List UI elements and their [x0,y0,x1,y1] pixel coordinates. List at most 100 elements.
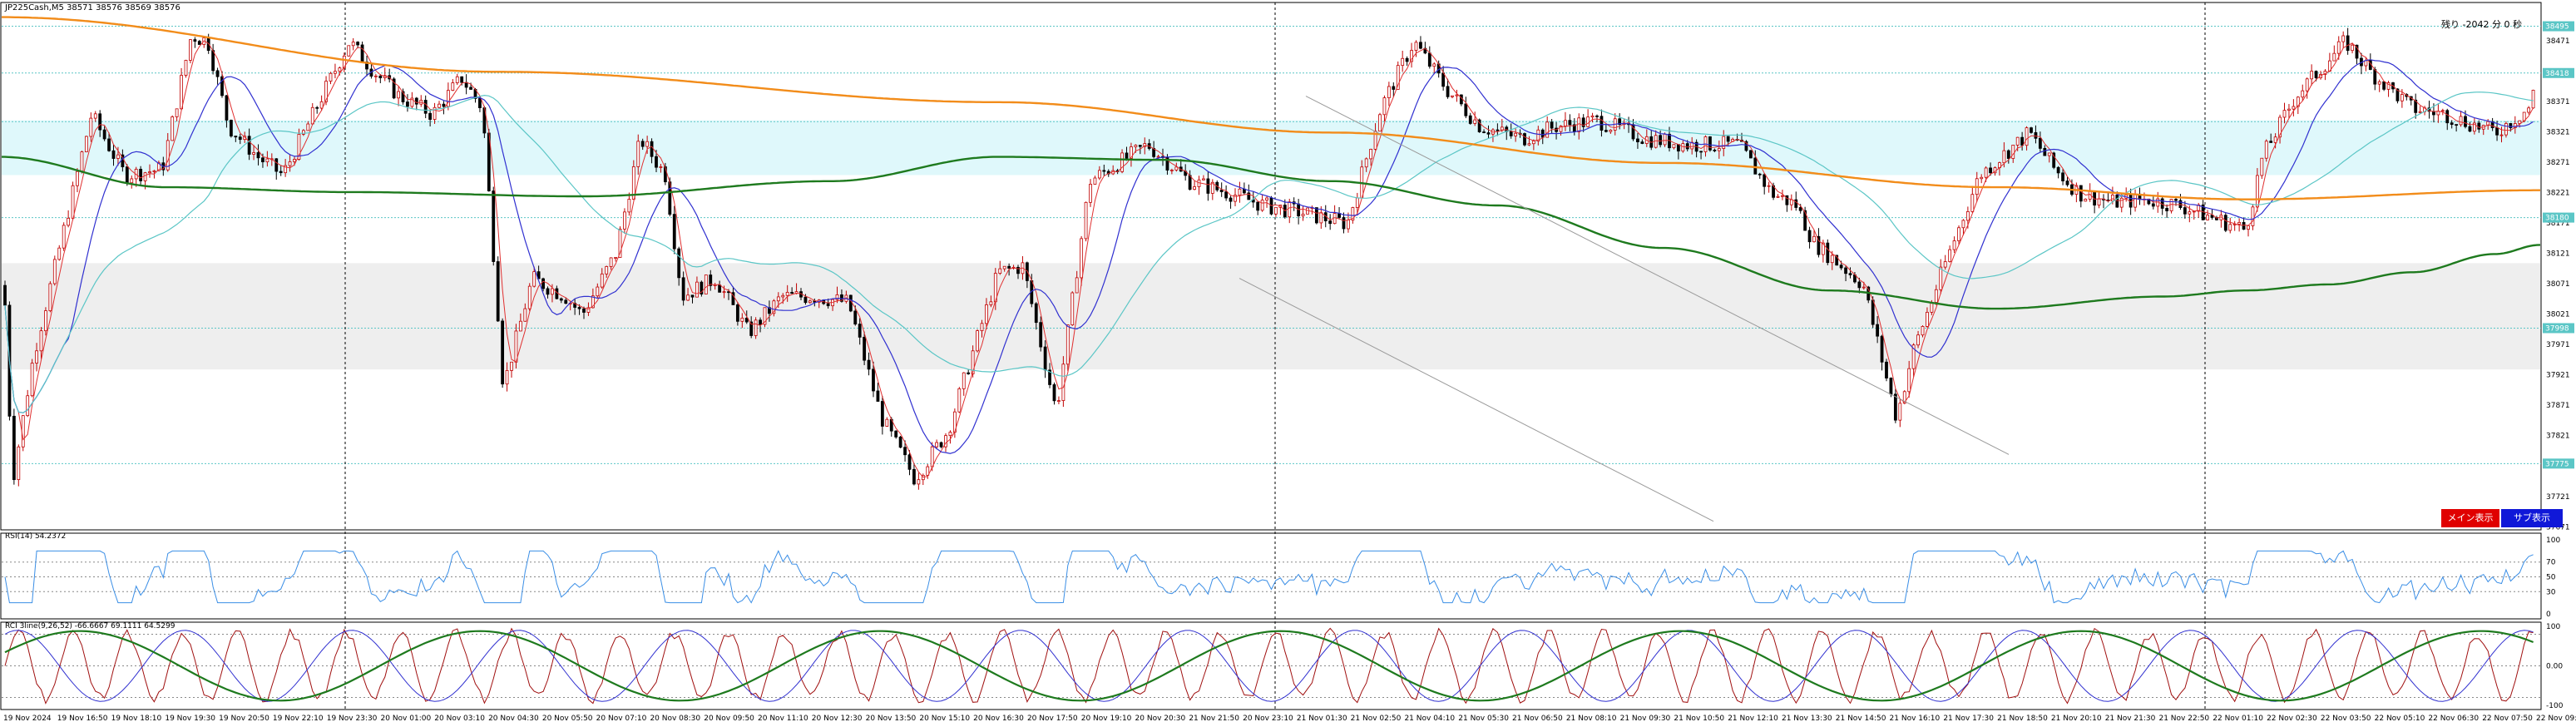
candle-body [455,76,459,83]
candle-body [510,361,513,371]
candle-body [2052,152,2056,168]
x-tick-label: 20 Nov 05:50 [542,715,593,722]
y-tick-label: 38221 [2546,190,2570,198]
candle-body [2011,145,2015,159]
candle-body [1586,116,1590,127]
candle-body [12,415,16,481]
candle-body [835,294,839,300]
candle-body [614,257,617,259]
candle-body [2495,127,2499,136]
candle-body [2445,110,2450,124]
candle-body [1748,150,1753,159]
candle-body [744,318,749,323]
candle-body [1084,201,1088,240]
candle-body [2260,157,2264,176]
highlight-band [2,120,2540,176]
candle-body [1618,118,1622,125]
candle-body [329,72,333,82]
candle-body [749,321,754,336]
candle-body [238,136,242,141]
candle-body [704,274,708,294]
candle-body [944,435,947,448]
level-tag: 38180 [2545,215,2569,223]
candle-body [650,141,654,157]
candle-body [1926,311,1929,327]
x-tick-label: 21 Nov 16:10 [1890,715,1941,722]
candle-body [1763,174,1767,187]
candle-body [536,271,541,279]
x-tick-label: 22 Nov 07:50 [2482,715,2533,722]
x-tick-label: 19 Nov 20:50 [219,715,269,722]
candle-body [62,225,66,249]
candle-body [659,166,663,168]
candle-body [2047,152,2051,156]
candle-body [2006,150,2010,159]
y-tick-label: 38471 [2546,37,2570,46]
red-ma-line [4,40,2534,478]
candle-body [700,281,704,294]
candle-body [1672,144,1676,149]
candle-body [2314,71,2318,78]
candle-body [731,292,735,305]
candle-body [939,442,943,448]
candle-body [1174,166,1179,171]
candle-body [1952,240,1956,250]
level-tag-bg [2543,323,2574,334]
candle-body [2223,215,2227,231]
candle-body [1080,238,1084,279]
candle-body [2065,180,2069,185]
candle-body [1663,133,1667,146]
candle-body [1776,195,1780,198]
candle-body [1862,286,1866,289]
candle-body [501,320,505,385]
green-ma-line [2,156,2541,310]
candle-body [460,76,464,83]
candle-body [1640,141,1644,144]
x-tick-label: 19 Nov 18:10 [111,715,162,722]
candle-body [1523,133,1526,146]
candle-body [2464,116,2467,127]
candle-body [1477,119,1481,132]
candle-body [423,100,428,114]
y-tick-label: 37971 [2546,341,2570,349]
candle-body [2061,172,2064,181]
candle-body [1722,136,1726,149]
candle-body [39,330,43,352]
candle-body [912,468,916,485]
main-display-button[interactable]: メイン表示 [2441,509,2499,527]
candle-body [2296,96,2300,107]
x-tick-label: 20 Nov 12:30 [812,715,863,722]
rsi-label: RSI(14) 54.2372 [5,532,66,541]
y-tick-label: 38071 [2546,280,2570,289]
candle-body [962,372,966,389]
candle-body [274,158,279,172]
x-tick-label: 21 Nov 01:30 [1297,715,1347,722]
candle-body [1342,217,1346,230]
candle-body [2038,137,2042,149]
x-tick-label: 22 Nov 02:30 [2267,715,2317,722]
rsi-pane: 100 70 50 30 0 [0,532,2560,620]
candle-body [2210,215,2214,218]
candle-body [957,388,962,413]
y-tick-label: 37921 [2546,372,2570,380]
candle-body [1120,152,1124,172]
y-tick-label: 37821 [2546,433,2570,441]
sub-display-button[interactable]: サブ表示 [2501,509,2563,527]
y-tick-label: 37871 [2546,402,2570,410]
candle-body [1907,368,1911,393]
rsi-line [4,550,2534,604]
rsi-tick: 30 [2546,588,2556,596]
candle-body [1007,265,1011,269]
candle-body [256,152,260,159]
candle-body [1075,277,1079,294]
candle-body [2418,111,2422,113]
candle-body [976,330,979,352]
candle-body [2400,94,2404,101]
candle-body [175,108,179,117]
candle-body [505,370,509,385]
candle-body [2228,224,2232,231]
candle-body [284,165,288,174]
candle-body [171,116,175,141]
candle-body [2278,116,2282,138]
candle-body [1781,195,1784,197]
